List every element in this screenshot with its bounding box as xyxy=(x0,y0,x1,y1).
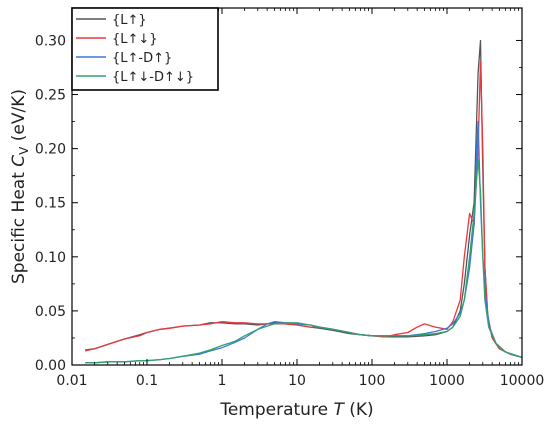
ticks-layer: 0.01 0.1 1 10 100 1000 10000 0.00 0.05 0.10 0.15 0.… xyxy=(35,8,544,389)
y-tick-label: 0.05 xyxy=(35,304,66,320)
legend-frame xyxy=(71,7,219,91)
y-axis-label-unit: (eV/K) xyxy=(9,89,29,147)
y-axis-label-symbol: C xyxy=(9,155,29,167)
x-axis-label: Temperature T (K) xyxy=(219,400,373,420)
y-tick-label: 0.25 xyxy=(35,88,66,104)
legend-label-4: {L↑↓-D↑↓} xyxy=(112,70,194,85)
x-tick-label: 1 xyxy=(218,373,227,389)
y-tick-label: 0.30 xyxy=(35,33,66,49)
y-tick-label: 0.00 xyxy=(35,358,66,374)
x-tick-label: 0.1 xyxy=(136,373,158,389)
y-tick-label: 0.10 xyxy=(35,250,66,266)
y-tick-label: 0.20 xyxy=(35,142,66,158)
y-axis-label-subscript: V xyxy=(17,146,31,155)
y-tick-label: 0.15 xyxy=(35,196,66,212)
x-tick-label: 100 xyxy=(359,373,386,389)
legend-label-1: {L↑} xyxy=(112,13,147,28)
x-axis-label-symbol: T xyxy=(333,400,345,420)
x-axis-label-unit: (K) xyxy=(344,400,374,420)
x-tick-label: 1000 xyxy=(429,373,465,389)
legend-label-3: {L↑-D↑} xyxy=(112,51,172,66)
series-line-2 xyxy=(85,61,523,359)
x-axis-label-main: Temperature xyxy=(219,400,333,420)
legend-label-2: {L↑↓} xyxy=(112,32,158,47)
x-tick-label: 0.01 xyxy=(56,373,87,389)
x-tick-label: 10000 xyxy=(500,373,545,389)
y-axis-label-main: Specific Heat xyxy=(9,167,29,284)
x-tick-label: 10 xyxy=(288,373,306,389)
series-layer xyxy=(85,39,523,364)
y-axis-label: Specific Heat CV (eV/K) xyxy=(9,89,31,284)
series-line-4 xyxy=(85,158,523,364)
legend: {L↑} {L↑↓} {L↑-D↑} {L↑↓-D↑↓} xyxy=(71,7,219,91)
